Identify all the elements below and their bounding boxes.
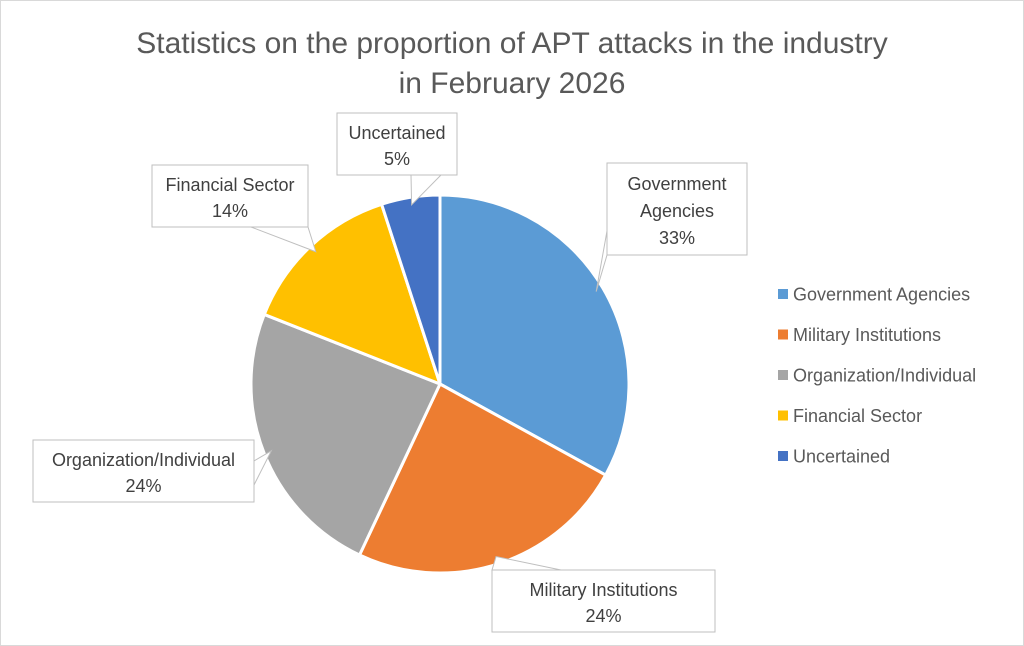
callout-pointer bbox=[491, 555, 562, 571]
pie-slices bbox=[249, 193, 631, 575]
legend-label: Financial Sector bbox=[793, 406, 922, 426]
callout-box-fill bbox=[338, 114, 456, 174]
callout-box-fill bbox=[493, 571, 714, 631]
pie-slice-government-agencies bbox=[438, 193, 631, 477]
legend-swatch bbox=[778, 370, 788, 380]
callout-value-label: 24% bbox=[125, 476, 161, 496]
callout-financial-sector: Financial Sector 14% bbox=[151, 164, 317, 253]
callout-category-label: Organization/Individual bbox=[52, 450, 235, 470]
legend-item-government-agencies: Government Agencies bbox=[778, 285, 970, 305]
callout-pointer bbox=[595, 230, 608, 292]
callout-category-label: Agencies bbox=[640, 201, 714, 221]
callout-category-label: Financial Sector bbox=[165, 175, 294, 195]
callout-category-label: Uncertained bbox=[348, 123, 445, 143]
callout-pointer bbox=[253, 449, 273, 486]
legend-swatch bbox=[778, 289, 788, 299]
legend-item-military-institutions: Military Institutions bbox=[778, 325, 941, 345]
callout-government-agencies: Government Agencies 33% bbox=[595, 162, 748, 292]
legend-label: Uncertained bbox=[793, 447, 890, 467]
legend-swatch bbox=[778, 451, 788, 461]
callout-category-label: Military Institutions bbox=[529, 580, 677, 600]
callout-box-fill bbox=[153, 166, 307, 226]
callout-uncertained: Uncertained 5% bbox=[336, 112, 458, 206]
legend-swatch bbox=[778, 329, 788, 340]
legend-label: Government Agencies bbox=[793, 285, 970, 305]
legend-label: Military Institutions bbox=[793, 325, 941, 345]
legend-item-financial-sector: Financial Sector bbox=[778, 406, 922, 426]
legend-label: Organization/Individual bbox=[793, 366, 976, 386]
callout-value-label: 24% bbox=[585, 606, 621, 626]
legend-swatch bbox=[778, 410, 788, 421]
callout-pointer bbox=[250, 226, 317, 253]
pie-slice-organization-individual bbox=[249, 312, 442, 557]
legend: Government Agencies Military Institutions… bbox=[778, 285, 976, 467]
callout-box-fill bbox=[608, 164, 746, 254]
callout-category-label: Government bbox=[627, 174, 726, 194]
callout-value-label: 14% bbox=[212, 201, 248, 221]
legend-item-uncertained: Uncertained bbox=[778, 447, 890, 467]
callout-value-label: 5% bbox=[384, 149, 410, 169]
legend-item-organization-individual: Organization/Individual bbox=[778, 366, 976, 386]
data-callouts: Government Agencies 33% Military Institutio… bbox=[32, 112, 748, 633]
chart-title-line-2: in February 2026 bbox=[399, 67, 626, 100]
callout-box-fill bbox=[34, 441, 253, 501]
callout-organization-individual: Organization/Individual 24% bbox=[32, 439, 273, 503]
callout-military-institutions: Military Institutions 24% bbox=[491, 555, 716, 633]
pie-slice-uncertained bbox=[380, 193, 442, 386]
chart-title-line-1: Statistics on the proportion of APT atta… bbox=[136, 27, 888, 60]
callout-value-label: 33% bbox=[659, 228, 695, 248]
